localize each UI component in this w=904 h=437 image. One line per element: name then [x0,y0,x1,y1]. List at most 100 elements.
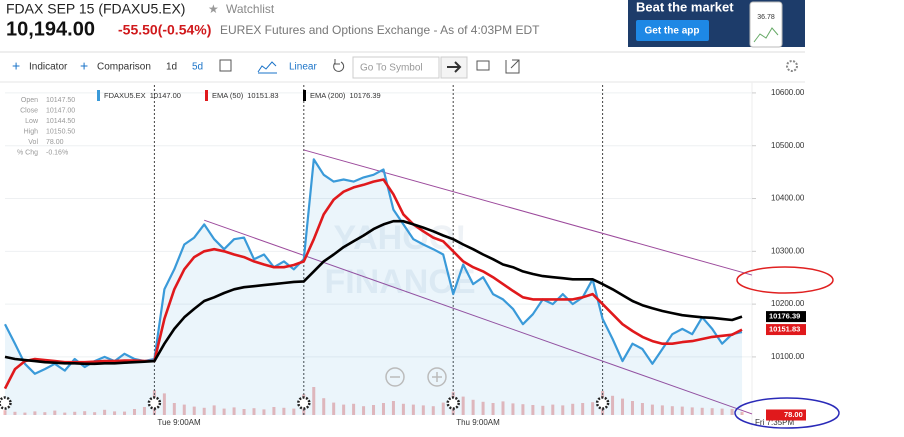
volume-bar [740,411,744,415]
volume-bar [710,408,714,415]
info-value: 10147.00 [46,107,75,114]
zoom-in-icon [432,372,442,382]
ad-phone-graph [753,27,779,43]
zoom-out[interactable] [385,367,405,387]
volume-bar [362,406,366,415]
indicator-button[interactable]: Indicator [29,62,68,73]
price: 10,194.00 [6,18,95,40]
volume-bar [63,412,67,415]
info-label: Low [25,118,39,125]
range-button[interactable]: 5d [192,62,203,73]
plus-icon: + [12,58,20,74]
series-line [4,219,743,366]
x-tick-label: Thu 9:00AM [456,418,500,427]
volume-bar [481,401,485,415]
volume-bar [3,410,7,415]
zoom-in[interactable] [427,367,447,387]
volume-bar [421,405,425,415]
info-label: Open [21,97,38,104]
plus-icon: + [80,58,88,74]
value-tag [766,324,806,336]
y-tick-label: 10600.00 [771,88,805,97]
volume-bar [162,393,166,415]
print-icon[interactable] [476,60,490,71]
volume-bar [123,411,127,415]
y-tick-label: 10500.00 [771,141,805,150]
volume-bar [182,404,186,415]
exchange-info: EUREX Futures and Options Exchange - As … [220,23,540,37]
watchlist-star[interactable]: ★ [208,2,219,16]
range-button[interactable]: 1d [166,62,177,73]
volume-bar [680,406,684,415]
volume-bar [33,411,37,415]
volume-bar [352,403,356,415]
volume-bar [670,406,674,415]
symbol-placeholder: Go To Symbol [360,63,423,74]
y-tick-label: 10400.00 [771,194,805,203]
volume-bar [252,408,256,415]
comparison-button[interactable]: Comparison [97,62,151,73]
y-tick-label: 10200.00 [771,299,805,308]
volume-bar [142,407,146,415]
series-line [4,158,743,375]
info-value: -0.16% [46,149,68,156]
volume-bar [471,399,475,415]
info-label: % Chg [17,149,38,156]
symbol-title: FDAX SEP 15 (FDAXU5.EX) [6,1,185,17]
ad-button[interactable] [636,20,709,41]
y-tick-label: 10100.00 [771,352,805,361]
ad-headline: Beat the market [636,0,734,14]
volume-bar [322,398,326,415]
value-tag-label: 10176.39 [769,312,800,321]
volume-bar [312,387,316,415]
price-area [5,159,743,415]
volume-bar [720,408,724,415]
volume-bar [372,405,376,415]
legend-swatch [97,90,100,101]
legend-name: FDAXU5.EX [104,91,146,100]
info-value: 10144.50 [46,118,75,125]
volume-bar [13,411,17,415]
volume-bar [730,409,734,415]
scale-button[interactable]: Linear [289,62,317,73]
volume-bar [83,411,87,415]
chart-type-icon[interactable] [257,61,277,74]
event-marker [147,396,162,410]
undo-icon[interactable] [333,59,345,72]
value-tag-label: 10151.83 [769,325,800,334]
chart: YAHOO!FINANCE10100.0010200.0010300.00104… [0,85,806,427]
trendline [303,149,753,276]
symbol-input[interactable] [352,56,440,79]
price-change: -55.50(-0.54%) [118,22,211,38]
settings-icon[interactable] [786,60,798,72]
legend-swatch [205,90,208,101]
volume-bar [242,409,246,415]
watchlist-link[interactable]: Watchlist [226,2,275,16]
volume-bar [431,406,435,415]
info-label: Close [20,107,38,114]
calendar-icon[interactable] [219,59,232,72]
volume-bar [282,407,286,415]
volume-bar [650,404,654,415]
volume-bar [113,411,117,415]
event-marker [446,396,460,410]
volume-bar [262,409,266,415]
volume-bar [202,407,206,415]
legend-value: 10147.00 [150,91,181,100]
volume-bar [630,401,634,415]
volume-bar [73,411,77,415]
x-tick-label: Fri 7:35PM [755,418,794,427]
volume-bar [43,412,47,415]
trendline [204,219,753,415]
volume-bar [531,405,535,415]
volume-bar [700,407,704,415]
share-icon[interactable] [505,59,520,74]
info-value: 78.00 [46,139,64,146]
volume-bar [212,405,216,415]
event-marker [595,396,610,410]
volume-bar [551,404,555,415]
volume-bar [401,403,405,415]
volume-bar [491,403,495,415]
go-arrow [447,61,462,73]
